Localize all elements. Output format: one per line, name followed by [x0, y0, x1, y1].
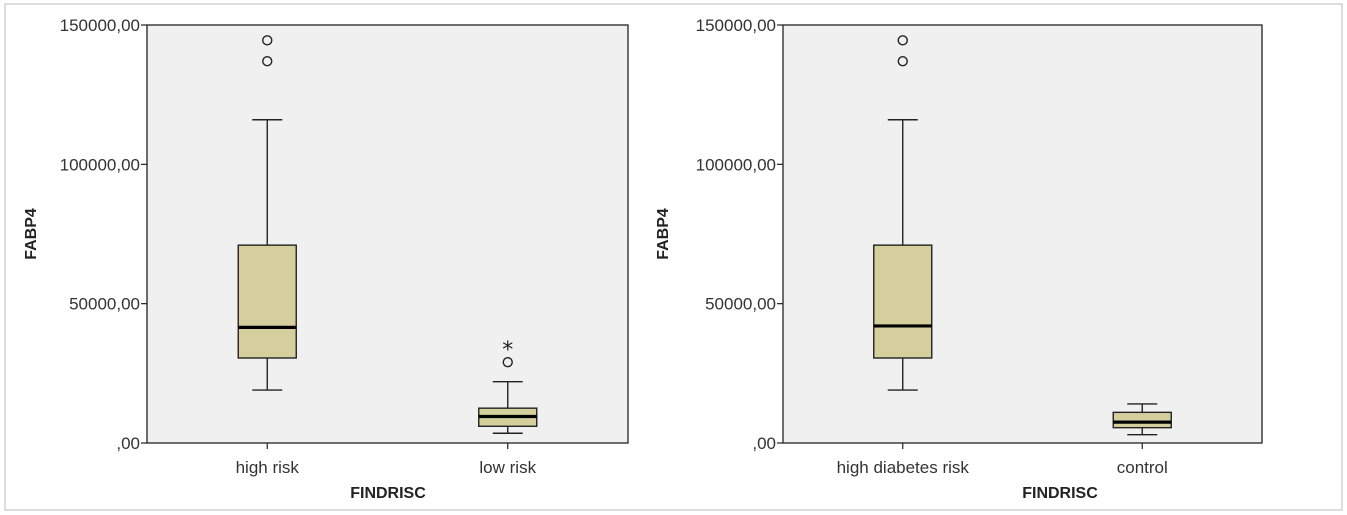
panel-2-box: [1112, 411, 1172, 429]
panel-2-y-tick-label: 50000,00: [705, 295, 776, 314]
panel-1-x-tick-label: high risk: [236, 458, 300, 477]
panel-2-x-tick-label: high diabetes risk: [837, 458, 970, 477]
panel-1-x-tick-label: low risk: [479, 458, 536, 477]
panel-1-outlier-point: [502, 356, 513, 368]
panel-1-outlier-point: [262, 56, 273, 67]
panel-1-extreme-point: *: [502, 338, 513, 363]
panel-2-y-tick-label: 100000,00: [696, 155, 776, 174]
panel-1-x-axis-title: FINDRISC: [350, 485, 426, 502]
panel-2-outlier-point: [897, 56, 908, 67]
panel-1-plot-area: [146, 24, 629, 444]
panel-1-y-tick-label: 50000,00: [69, 295, 140, 314]
panel-1-outlier-point: [262, 35, 273, 46]
panel-2-y-tick-label: ,00: [752, 434, 776, 453]
figure-border: [4, 3, 1343, 511]
panel-1-y-tick-label: 150000,00: [60, 16, 140, 35]
panel-2-y-tick-label: 150000,00: [696, 16, 776, 35]
panel-2-plot-area: [782, 24, 1263, 444]
panel-2-outlier-point: [897, 35, 908, 46]
panel-2-x-tick-label: control: [1117, 458, 1168, 477]
panel-2-x-axis-title: FINDRISC: [1022, 485, 1098, 502]
panel-1-box: [237, 244, 297, 359]
panel-1-y-tick-label: 100000,00: [60, 155, 140, 174]
panel-1-y-tick-label: ,00: [116, 434, 140, 453]
panel-2-box: [873, 244, 933, 359]
panel-2-y-axis-title: FABP4: [655, 208, 672, 260]
panel-1-y-axis-title: FABP4: [23, 208, 40, 260]
